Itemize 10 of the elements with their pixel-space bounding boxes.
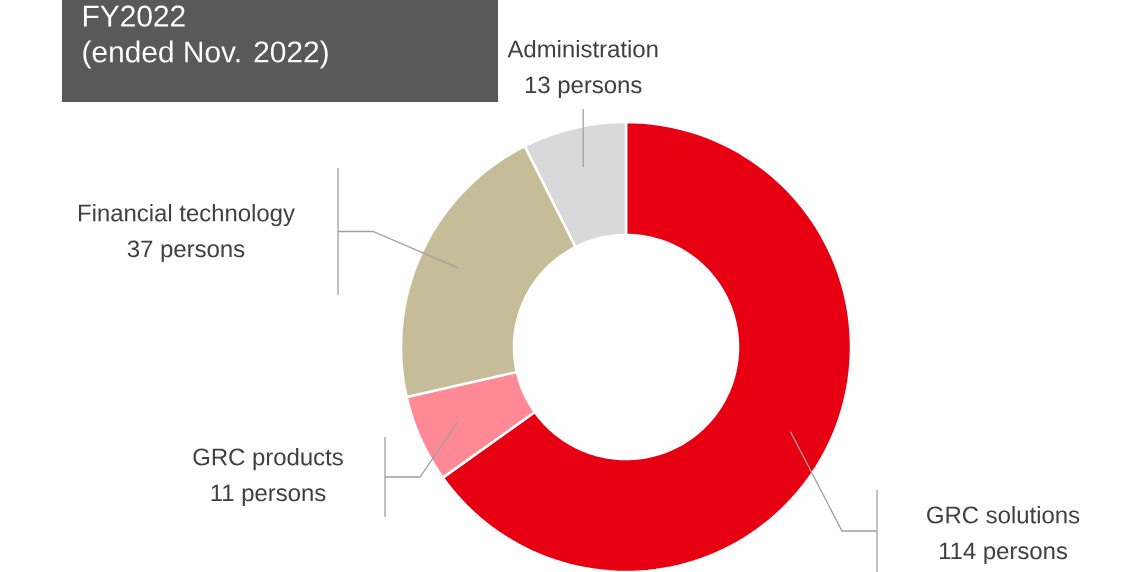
slice-label: GRC solutions (927, 505, 1080, 524)
chart-title: FY2022 (83, 5, 185, 27)
data-label: 114 persons (939, 542, 1068, 565)
chart-subtitle: (ended Nov. 2022) (83, 40, 328, 69)
data-label: 37 persons (127, 240, 245, 263)
slice-label: GRC products (193, 447, 343, 471)
data-label: 11 persons (211, 484, 326, 507)
slice-label: Financial technology (78, 203, 295, 227)
slice-label: Administration (507, 39, 658, 58)
data-label: 13 persons (525, 76, 642, 99)
